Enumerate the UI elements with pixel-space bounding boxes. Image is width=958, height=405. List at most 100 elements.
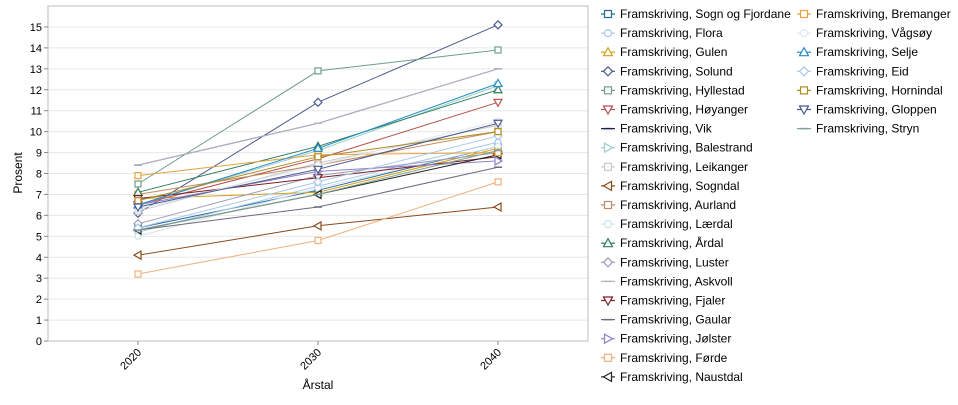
series-group	[134, 128, 502, 205]
marker-square	[134, 197, 142, 205]
legend-label: Framskriving, Solund	[620, 64, 733, 78]
y-tick-label: 1	[36, 315, 42, 327]
y-tick-label: 12	[30, 85, 42, 97]
legend-label: Framskriving, Årdal	[620, 235, 723, 250]
legend-item: Framskriving, Jølster	[601, 332, 731, 346]
legend-item: Framskriving, Askvoll	[601, 274, 733, 288]
marker-triangle-left	[602, 180, 613, 192]
legend-item: Framskriving, Gloppen	[797, 103, 937, 117]
marker-triangle-right	[603, 333, 614, 345]
legend-label: Framskriving, Flora	[620, 26, 723, 40]
series-group	[134, 178, 502, 278]
marker-triangle-down	[492, 98, 504, 108]
legend-label: Framskriving, Sogndal	[620, 179, 739, 193]
legend-label: Framskriving, Jølster	[620, 332, 731, 346]
y-tick-label: 6	[36, 210, 42, 222]
legend-item: Framskriving, Fjaler	[601, 294, 725, 308]
marker-triangle-up	[602, 46, 614, 57]
legend-item: Framskriving, Årdal	[601, 235, 723, 250]
marker-square	[134, 270, 142, 278]
marker-square	[314, 236, 322, 245]
legend-label: Framskriving, Vik	[620, 122, 713, 136]
marker-triangle-left	[312, 220, 322, 231]
series-group	[132, 119, 504, 213]
marker-triangle-up	[798, 46, 810, 57]
marker-circle	[603, 220, 613, 229]
legend-label: Framskriving, Balestrand	[620, 141, 753, 155]
marker-square	[603, 162, 613, 171]
y-tick-label: 15	[30, 22, 42, 34]
legend-item: Framskriving, Luster	[601, 255, 729, 269]
marker-diamond	[313, 97, 323, 108]
marker-square	[603, 9, 613, 19]
legend-item: Framskriving, Selje	[797, 45, 918, 59]
marker-square	[134, 180, 142, 188]
series-group	[134, 68, 502, 166]
legend-label: Framskriving, Høyanger	[620, 103, 748, 117]
marker-square	[314, 67, 322, 75]
legend-label: Framskriving, Luster	[620, 255, 729, 269]
legend-label: Framskriving, Vågsøy	[816, 26, 932, 40]
y-tick-label: 4	[36, 252, 42, 264]
y-tick-label: 2	[36, 294, 42, 306]
y-tick-label: 7	[36, 189, 42, 201]
marker-triangle-down	[602, 105, 614, 116]
y-tick-label: 0	[36, 336, 42, 348]
y-tick-label: 5	[36, 231, 42, 243]
legend-item: Framskriving, Høyanger	[601, 103, 748, 117]
marker-circle	[603, 28, 613, 38]
marker-triangle-down	[312, 165, 324, 175]
legend-item: Framskriving, Gulen	[601, 45, 727, 59]
y-tick-label: 10	[30, 127, 42, 139]
legend-item: Framskriving, Vik	[601, 122, 713, 136]
y-tick-label: 14	[30, 43, 42, 55]
legend-label: Framskriving, Sogn og Fjordane	[620, 7, 791, 21]
marker-square	[314, 153, 322, 161]
legend-item: Framskriving, Flora	[601, 26, 723, 40]
marker-square	[603, 86, 613, 95]
marker-square	[799, 86, 809, 95]
legend-item: Framskriving, Solund	[601, 64, 733, 78]
marker-triangle-left	[492, 201, 502, 213]
legend-item: Framskriving, Balestrand	[601, 141, 753, 155]
legend-item: Framskriving, Hornindal	[797, 83, 943, 97]
marker-square	[494, 178, 502, 186]
x-tick-label: 2040	[478, 347, 504, 373]
legend-item: Framskriving, Hyllestad	[601, 83, 745, 97]
y-tick-label: 13	[30, 64, 42, 76]
marker-circle	[799, 28, 809, 38]
legend-label: Framskriving, Aurland	[620, 198, 736, 212]
marker-triangle-right	[603, 142, 614, 154]
marker-diamond	[493, 19, 503, 30]
y-tick-label: 3	[36, 273, 42, 285]
marker-triangle-up	[492, 78, 504, 88]
legend-item: Framskriving, Gaular	[601, 313, 731, 327]
legend-item: Framskriving, Leikanger	[601, 160, 748, 174]
marker-square	[134, 171, 142, 180]
legend-label: Framskriving, Leikanger	[620, 160, 748, 174]
legend-label: Framskriving, Lærdal	[620, 217, 733, 231]
marker-square	[494, 128, 502, 136]
legend-label: Framskriving, Naustdal	[620, 370, 743, 384]
legend-item: Framskriving, Aurland	[601, 198, 736, 212]
legend-item: Framskriving, Lærdal	[601, 217, 733, 231]
legend-label: Framskriving, Stryn	[816, 122, 919, 136]
series-group	[132, 201, 502, 261]
y-tick-label: 11	[31, 106, 42, 118]
legend-item: Framskriving, Sogn og Fjordane	[601, 7, 791, 21]
marker-diamond	[602, 65, 614, 77]
x-tick-label: 2030	[298, 347, 324, 373]
legend-label: Framskriving, Gaular	[620, 313, 731, 327]
marker-triangle-down	[492, 119, 504, 129]
x-axis: 2020 2030 2040	[118, 341, 504, 372]
marker-square	[494, 148, 502, 157]
y-tick-label: 9	[36, 148, 42, 160]
marker-triangle-left	[602, 371, 613, 383]
marker-triangle-down	[132, 203, 144, 213]
legend-label: Framskriving, Førde	[620, 351, 728, 365]
legend-label: Framskriving, Askvoll	[620, 274, 733, 288]
legend-label: Framskriving, Gulen	[620, 45, 727, 59]
